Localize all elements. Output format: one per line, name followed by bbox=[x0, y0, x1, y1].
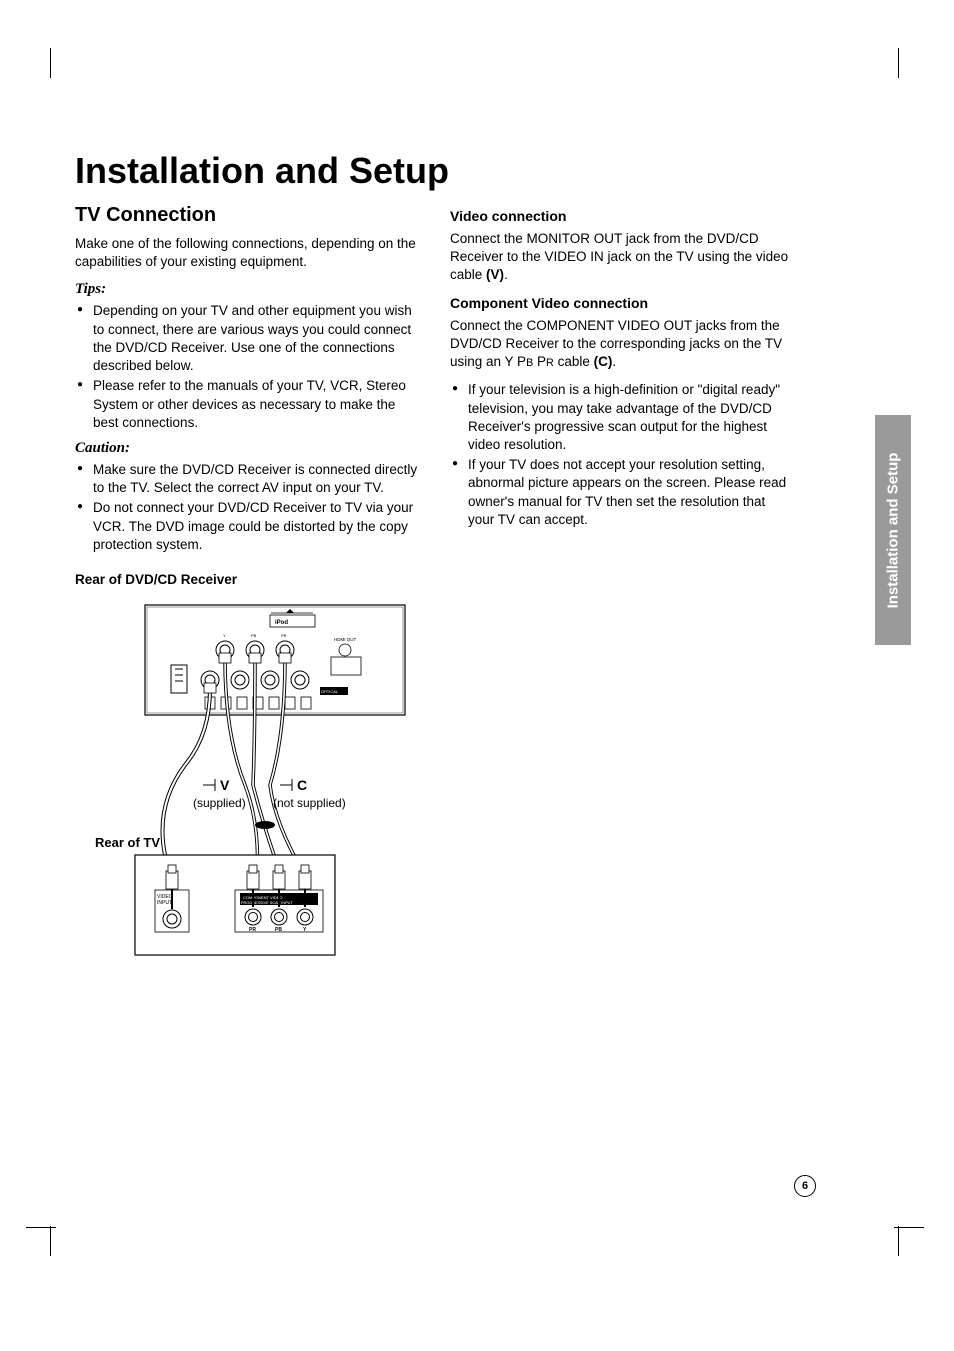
side-tab-label: Installation and Setup bbox=[885, 452, 902, 608]
caution-list: Make sure the DVD/CD Receiver is connect… bbox=[75, 461, 420, 554]
c-label: C bbox=[297, 777, 307, 793]
side-tab: Installation and Setup bbox=[875, 415, 911, 645]
svg-text:COMPONENT VIDEO: COMPONENT VIDEO bbox=[243, 895, 283, 900]
crop-mark-tr-v bbox=[898, 48, 899, 78]
list-item: Do not connect your DVD/CD Receiver to T… bbox=[75, 499, 420, 554]
page-number: 6 bbox=[794, 1175, 816, 1197]
v-sub: (supplied) bbox=[193, 796, 246, 810]
svg-text:PR: PR bbox=[281, 633, 287, 638]
component-conn-body: Connect the COMPONENT VIDEO OUT jacks fr… bbox=[450, 317, 795, 372]
svg-text:PR: PR bbox=[249, 927, 256, 933]
caution-heading: Caution: bbox=[75, 440, 420, 457]
crop-mark-bl-h bbox=[26, 1227, 56, 1228]
page-content: Installation and Setup TV Connection Mak… bbox=[75, 150, 795, 1000]
list-item: Please refer to the manuals of your TV, … bbox=[75, 377, 420, 432]
crop-mark-bl-v bbox=[50, 1226, 51, 1256]
left-column: TV Connection Make one of the following … bbox=[75, 204, 420, 1000]
crop-mark-tl-v bbox=[50, 48, 51, 78]
v-label: V bbox=[220, 777, 230, 793]
intro-text: Make one of the following connections, d… bbox=[75, 235, 420, 271]
svg-text:INPUT: INPUT bbox=[157, 900, 172, 906]
component-conn-heading: Component Video connection bbox=[450, 295, 795, 311]
list-item: Depending on your TV and other equipment… bbox=[75, 302, 420, 375]
right-column: Video connection Connect the MONITOR OUT… bbox=[450, 204, 795, 1000]
page-title: Installation and Setup bbox=[75, 150, 795, 192]
component-bullets: If your television is a high-definition … bbox=[450, 381, 795, 529]
crop-mark-br-v bbox=[898, 1226, 899, 1256]
svg-text:HDMI OUT: HDMI OUT bbox=[334, 637, 356, 642]
connection-diagram: iPod HDMI OUT Y PB PR bbox=[75, 595, 415, 995]
list-item: If your TV does not accept your resoluti… bbox=[450, 456, 795, 529]
tips-list: Depending on your TV and other equipment… bbox=[75, 302, 420, 432]
svg-text:OPTICAL: OPTICAL bbox=[321, 689, 339, 694]
tv-label: Rear of TV bbox=[95, 835, 160, 850]
section-heading: TV Connection bbox=[75, 204, 420, 227]
list-item: If your television is a high-definition … bbox=[450, 381, 795, 454]
svg-text:iPod: iPod bbox=[275, 620, 288, 626]
columns: TV Connection Make one of the following … bbox=[75, 204, 795, 1000]
tips-heading: Tips: bbox=[75, 281, 420, 298]
svg-text:Y: Y bbox=[223, 633, 226, 638]
list-item: Make sure the DVD/CD Receiver is connect… bbox=[75, 461, 420, 497]
svg-text:PROGRESSIVE SCAN INPUT: PROGRESSIVE SCAN INPUT bbox=[241, 901, 293, 905]
svg-text:PB: PB bbox=[251, 633, 257, 638]
svg-text:PB: PB bbox=[275, 927, 282, 933]
diagram-caption: Rear of DVD/CD Receiver bbox=[75, 572, 420, 587]
c-sub: (not supplied) bbox=[273, 796, 346, 810]
video-conn-heading: Video connection bbox=[450, 208, 795, 224]
video-conn-body: Connect the MONITOR OUT jack from the DV… bbox=[450, 230, 795, 285]
